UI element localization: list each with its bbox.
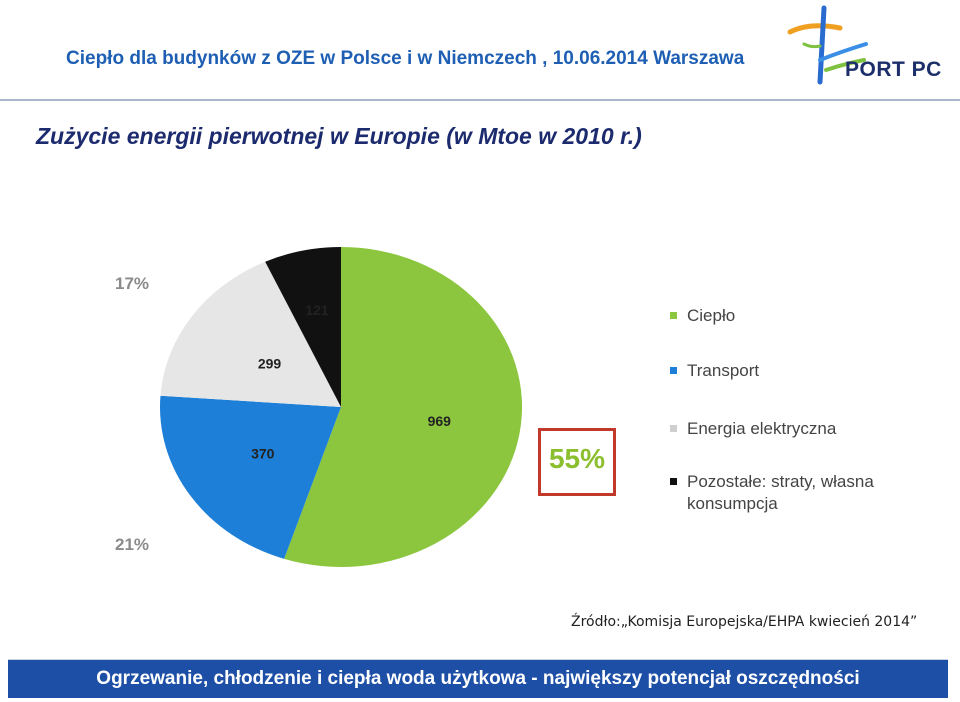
legend-swatch-cieplo: [670, 312, 677, 319]
legend-label: Pozostałe: straty, własna konsumpcja: [687, 472, 874, 513]
port-pc-logo: [780, 0, 960, 95]
legend-swatch-transport: [670, 367, 677, 374]
pie-slice-energia-elektryczna: [160, 261, 341, 407]
legend-label: Transport: [687, 361, 760, 380]
header-title: Ciepło dla budynków z OZE w Polsce i w N…: [66, 48, 745, 69]
header-divider: [0, 99, 960, 101]
legend-swatch-energia-elektryczna: [670, 425, 677, 432]
logo-text: PORT PC: [845, 58, 942, 81]
pie-slice-transport: [159, 395, 341, 559]
pie-slice-cieplo: [284, 247, 523, 567]
legend-label: Ciepło: [687, 306, 736, 325]
footer-text: Ogrzewanie, chłodzenie i ciepła woda uży…: [96, 668, 860, 689]
slide-title: Zużycie energii pierwotnej w Europie (w …: [36, 123, 642, 149]
legend-swatch-pozostale: [670, 478, 677, 485]
legend-label: Energia elektryczna: [687, 419, 837, 438]
pie-value-label-energia-elektryczna: 299: [258, 355, 282, 371]
pie-value-label-transport: 370: [251, 445, 275, 461]
source-note: Źródło:„Komisja Europejska/EHPA kwiecień…: [571, 614, 918, 630]
annotation-55-percent: 55%: [548, 443, 606, 474]
pie-value-label-pozostale: 121: [305, 302, 329, 318]
highlight-box-55-percent: 55%: [538, 428, 616, 496]
footer-bar: Ogrzewanie, chłodzenie i ciepła woda uży…: [8, 659, 948, 698]
pie-chart: 969 370 299 121: [159, 247, 523, 567]
port-pc-logo-icon: [787, 5, 868, 85]
annotation-17-percent: 17%: [115, 274, 150, 293]
pie-slice-pozostale: [265, 247, 341, 407]
pie-value-label-cieplo: 969: [428, 413, 452, 429]
annotation-21-percent: 21%: [115, 535, 150, 554]
